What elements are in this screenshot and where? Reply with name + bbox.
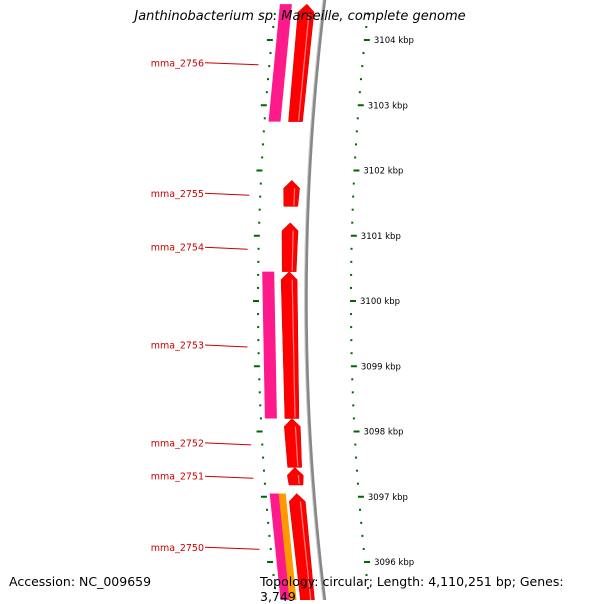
- scale-tick-label: 3102 kbp: [363, 167, 403, 177]
- scale-tick-label: 3097 kbp: [368, 493, 408, 503]
- gene-arrow: [280, 271, 300, 419]
- middle-feature-bar: [278, 493, 297, 602]
- accession-text: Accession: NC_009659: [9, 574, 152, 589]
- scale-tick-label: 3099 kbp: [361, 362, 401, 372]
- gene-arrow-highlight: [291, 279, 296, 418]
- outer-feature-bar: [268, 4, 292, 122]
- gene-arrow-highlight: [299, 501, 312, 601]
- gene-arrow: [287, 467, 304, 486]
- scale-tick-label: 3100 kbp: [360, 297, 400, 307]
- gene-label: mma_2754: [151, 243, 204, 254]
- gene-label-leader: [204, 246, 248, 250]
- gene-label: mma_2752: [151, 438, 204, 449]
- gene-arrow-highlight: [294, 426, 299, 467]
- gene-arrow-highlight: [298, 12, 310, 121]
- gene-label: mma_2755: [151, 189, 204, 200]
- scale-tick-label: 3096 kbp: [374, 558, 414, 568]
- gene-arrow-highlight: [293, 188, 296, 206]
- gene-label-leader: [204, 62, 259, 66]
- gene-label-leader: [204, 344, 248, 348]
- gene-label-leader: [204, 475, 254, 479]
- scale-tick-label: 3098 kbp: [364, 428, 404, 438]
- gene-arrow: [281, 222, 299, 272]
- gene-label: mma_2751: [151, 472, 204, 483]
- gene-label: mma_2750: [151, 543, 204, 554]
- gene-label-leader: [204, 192, 250, 196]
- gene-arrow-highlight: [297, 475, 300, 485]
- genome-backbone-highlight: [304, 0, 325, 604]
- gene-label-leader: [204, 442, 252, 446]
- outer-feature-bar: [269, 493, 293, 602]
- genome-backbone: [304, 0, 327, 604]
- scale-tick-label: 3101 kbp: [361, 232, 401, 242]
- gene-label: mma_2753: [151, 341, 204, 352]
- genome-title: Janthinobacterium sp. Marseille, complet…: [134, 9, 466, 24]
- scale-tick-label: 3104 kbp: [374, 36, 414, 46]
- gene-arrow: [284, 418, 302, 468]
- scale-tick-label: 3103 kbp: [368, 101, 408, 111]
- gene-arrow-highlight: [291, 230, 294, 271]
- gene-arrow: [283, 179, 300, 207]
- gene-label-leader: [204, 546, 260, 550]
- outer-feature-bar: [262, 271, 277, 419]
- gene-label: mma_2756: [151, 58, 204, 69]
